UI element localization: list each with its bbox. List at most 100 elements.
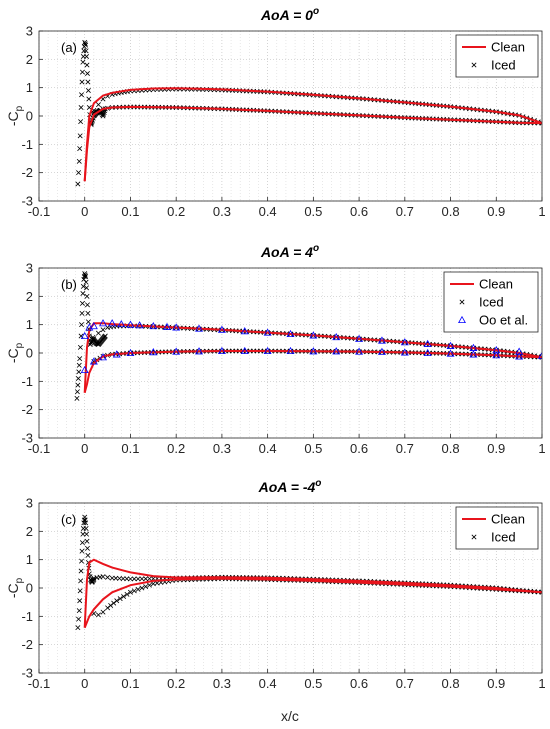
- data-point: [84, 545, 90, 551]
- data-point: [83, 520, 89, 526]
- data-point: [101, 109, 107, 115]
- x-tick-label: 0.8: [442, 441, 460, 456]
- legend-label: Oo et al.: [479, 313, 528, 328]
- legend-box: [455, 506, 539, 550]
- y-tick-label: 1: [26, 552, 33, 567]
- x-tick-label: 0.3: [213, 204, 231, 219]
- x-tick-label: 0.7: [396, 441, 414, 456]
- data-point: [78, 568, 84, 574]
- x-tick-label: -0.1: [28, 204, 50, 219]
- panel-label: (c): [61, 512, 76, 527]
- y-tick-label: 3: [26, 496, 33, 511]
- data-point: [89, 321, 98, 330]
- data-point: [86, 96, 92, 102]
- data-point: [84, 54, 90, 59]
- data-point: [135, 586, 141, 592]
- data-point: [79, 540, 85, 546]
- data-point: [85, 319, 91, 325]
- data-point: [91, 577, 97, 582]
- chart-panel-c: AoA = -4o -Cp -0.1 0 0.1 0.2 0.3 0.4 0.5 0.6 0.7…: [5, 478, 546, 724]
- data-point: [100, 574, 106, 580]
- data-point: [79, 79, 85, 85]
- data-point: [195, 347, 204, 355]
- data-point: [82, 41, 88, 47]
- data-point: [355, 334, 364, 342]
- data-point: [77, 356, 83, 362]
- x-tick-label: 0.5: [304, 441, 322, 456]
- data-point: [126, 348, 135, 357]
- data-point: [309, 347, 318, 355]
- data-point: [126, 320, 135, 328]
- x-tick-label: 0.5: [304, 204, 322, 219]
- data-point: [111, 600, 117, 606]
- data-point: [131, 588, 137, 594]
- data-point: [76, 616, 82, 622]
- x-tick-label: 0.7: [396, 676, 414, 691]
- data-point: [100, 609, 106, 615]
- data-point: [87, 342, 93, 347]
- x-tick-label: 0: [81, 204, 88, 219]
- data-point: [377, 347, 386, 355]
- chart-title: AoA = 4o: [260, 243, 319, 260]
- data-point: [83, 526, 89, 531]
- grid: [38, 30, 543, 202]
- plot-marks: [75, 514, 542, 631]
- series-line: [83, 577, 542, 629]
- series-line: [83, 105, 542, 182]
- x-tick-label: 0.4: [259, 676, 277, 691]
- x-tick-label: 0.9: [487, 441, 505, 456]
- axis-ticks: -0.1 0 0.1 0.2 0.3 0.4 0.5 0.6 0.7 0.8 0.9 1 3 2 1 0 -1 -…: [21, 496, 545, 692]
- data-point: [75, 382, 81, 388]
- data-point: [114, 598, 120, 604]
- legend: Clean Iced: [455, 34, 539, 78]
- data-point: [83, 279, 89, 285]
- data-point: [217, 346, 226, 355]
- data-point: [77, 588, 83, 594]
- data-point: [124, 591, 130, 597]
- data-point: [108, 319, 117, 327]
- data-point: [74, 395, 80, 401]
- x-tick-label: 0.2: [167, 676, 185, 691]
- data-point: [79, 92, 85, 98]
- data-point: [85, 552, 91, 558]
- legend-box: [455, 34, 539, 78]
- data-point: [79, 548, 85, 554]
- legend-label: Iced: [479, 295, 504, 310]
- plot-marks: [75, 39, 542, 187]
- y-tick-label: -3: [21, 431, 33, 446]
- data-point: [105, 574, 111, 580]
- x-tick-label: 0.5: [304, 676, 322, 691]
- data-point: [79, 300, 85, 306]
- legend-box: [443, 271, 539, 333]
- x-tick-label: 1: [538, 204, 545, 219]
- data-point: [400, 338, 409, 346]
- data-point: [240, 346, 249, 355]
- data-point: [100, 113, 106, 119]
- data-point: [83, 48, 89, 54]
- series-line: [83, 350, 542, 393]
- data-point: [286, 346, 295, 355]
- data-point: [80, 365, 89, 374]
- data-point: [150, 581, 156, 587]
- data-point: [77, 344, 83, 350]
- x-tick-label: 0.4: [259, 441, 277, 456]
- data-point: [84, 293, 90, 299]
- x-tick-label: 0.6: [350, 441, 368, 456]
- data-point: [492, 346, 501, 354]
- data-point: [263, 328, 272, 336]
- data-point: [163, 322, 172, 330]
- legend-swatch: [471, 534, 477, 540]
- chart-title: AoA = 0o: [260, 6, 319, 23]
- data-point: [400, 348, 409, 356]
- panel-label: (a): [61, 40, 77, 55]
- data-point: [78, 578, 84, 584]
- data-point: [147, 576, 152, 582]
- x-axis-label: x/c: [281, 708, 299, 724]
- data-point: [539, 589, 542, 595]
- data-point: [82, 39, 88, 45]
- data-point: [423, 339, 432, 347]
- series-line: [83, 87, 542, 182]
- x-tick-label: 0.1: [121, 676, 139, 691]
- y-axis-label: -Cp: [5, 577, 25, 598]
- data-point: [83, 42, 89, 48]
